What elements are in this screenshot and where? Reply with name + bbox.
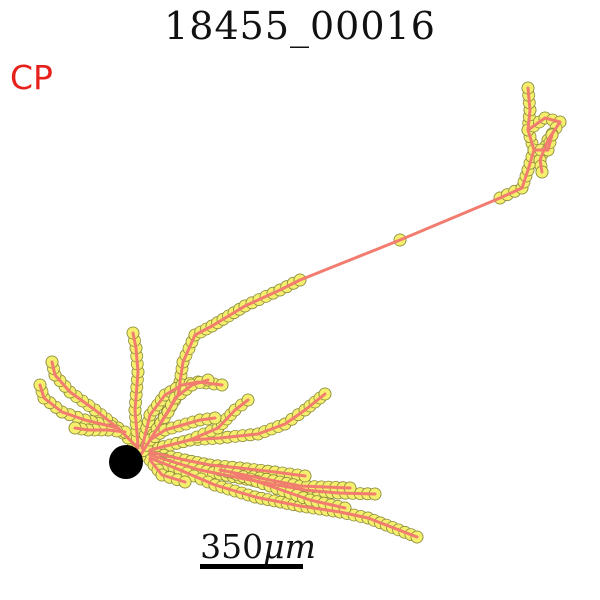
scale-bar-label: 350μm	[188, 527, 328, 566]
neurite-layer	[38, 86, 562, 539]
neurite-branch	[148, 378, 210, 442]
scale-value: 350	[200, 527, 264, 566]
scale-bar	[200, 564, 303, 569]
neurite-branch	[131, 331, 140, 447]
soma-icon	[109, 445, 143, 479]
neurite-branch	[228, 470, 347, 510]
neurite-branch	[148, 456, 419, 539]
neurite-branch	[148, 453, 377, 496]
region-label: CP	[10, 58, 53, 97]
neurite-branch	[38, 383, 120, 430]
neurite-branch	[526, 116, 562, 174]
neurite-branch	[188, 398, 250, 442]
neurite-branch	[148, 86, 536, 442]
scale-unit: μm	[263, 527, 316, 566]
neurite-branch	[148, 458, 187, 484]
neurite-branch	[73, 426, 127, 434]
neurite-branch	[148, 450, 307, 478]
figure-title: 18455_00016	[164, 4, 436, 48]
neurite-branch	[138, 416, 217, 458]
neurite-branch	[532, 133, 554, 152]
